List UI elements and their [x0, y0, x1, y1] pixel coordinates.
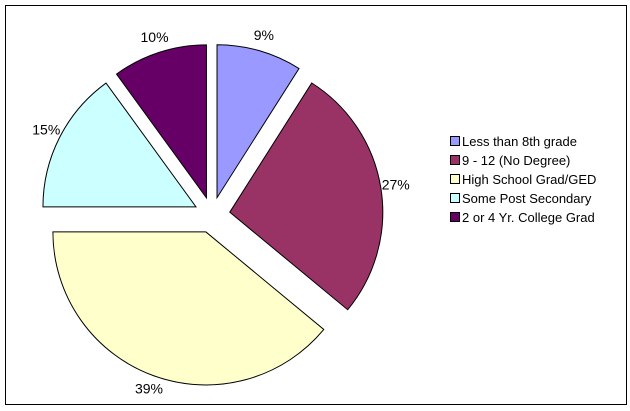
data-label-9-12-no-degree: 27% — [382, 177, 410, 193]
pie-chart: 9% 27% 39% 15% 10% — [32, 27, 410, 397]
legend: Less than 8th grade 9 - 12 (No Degree) Hig… — [443, 132, 619, 257]
legend-item-9-12-no-degree: 9 - 12 (No Degree) — [450, 151, 570, 169]
pie-slice-some-post-secondary — [42, 82, 197, 208]
data-label-2-or-4-yr-college-grad: 10% — [141, 29, 169, 45]
legend-label: Less than 8th grade — [462, 133, 577, 149]
legend-swatch — [450, 155, 460, 165]
legend-item-some-post-secondary: Some Post Secondary — [450, 189, 591, 207]
legend-swatch — [450, 174, 460, 184]
data-label-less-than-8th-grade: 9% — [254, 27, 274, 43]
legend-label: 2 or 4 Yr. College Grad — [462, 209, 595, 225]
legend-swatch — [450, 193, 460, 203]
legend-item-less-than-8th-grade: Less than 8th grade — [450, 132, 577, 150]
legend-label: High School Grad/GED — [462, 171, 597, 187]
pie-slice-2-or-4-yr-college-grad — [115, 44, 207, 200]
pie-slice-high-school-grad-ged — [52, 231, 325, 386]
pie-slice-9-12-no-degree — [229, 82, 384, 311]
legend-label: 9 - 12 (No Degree) — [462, 152, 571, 168]
legend-label: Some Post Secondary — [462, 190, 592, 206]
legend-item-2-or-4-yr-college-grad: 2 or 4 Yr. College Grad — [450, 208, 595, 226]
legend-item-high-school-grad-ged: High School Grad/GED — [450, 170, 596, 188]
data-label-high-school-grad-ged: 39% — [135, 381, 163, 397]
legend-swatch — [450, 136, 460, 146]
legend-swatch — [450, 212, 460, 222]
chart-frame: 9% 27% 39% 15% 10% Less than 8th grade 9 - 12… — [5, 5, 627, 405]
pie-slice-less-than-8th-grade — [216, 44, 300, 200]
data-label-some-post-secondary: 15% — [32, 121, 60, 137]
